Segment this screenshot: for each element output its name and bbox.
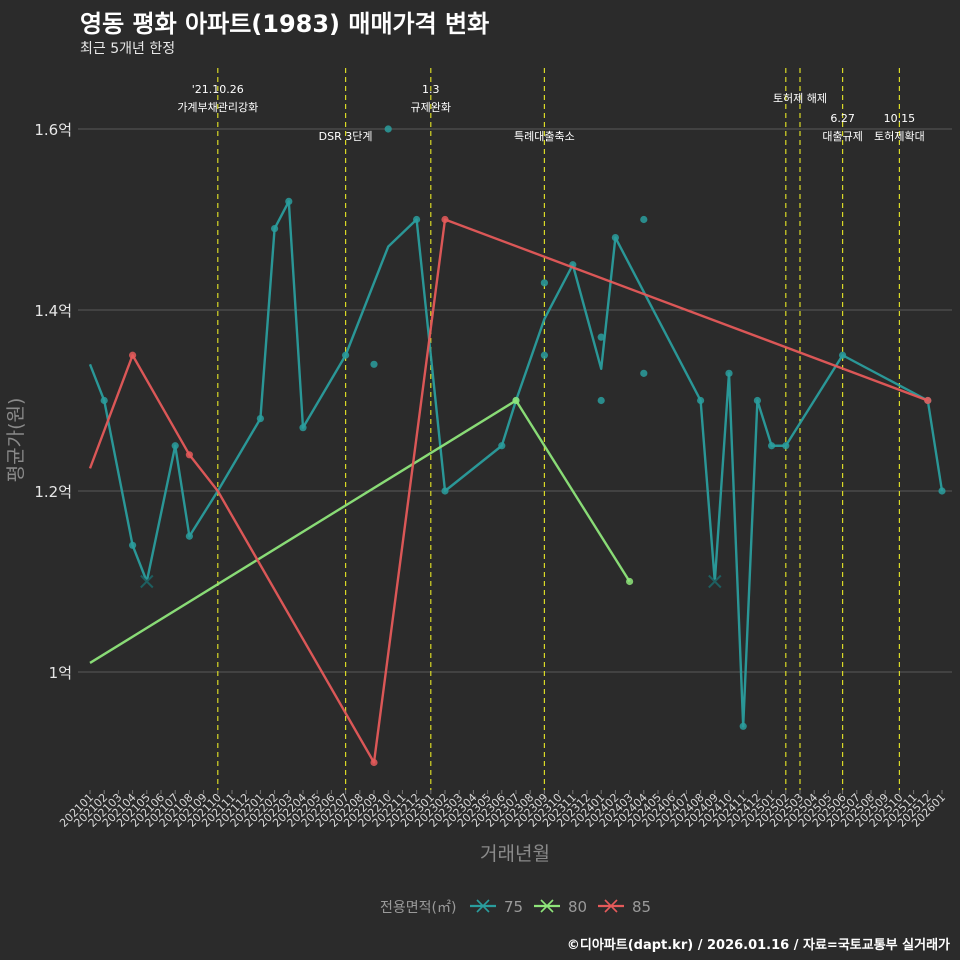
y-tick-label: 1.2억 xyxy=(34,483,72,501)
data-point-75 xyxy=(498,442,506,450)
event-label-text: 토허제 해제 xyxy=(773,91,827,105)
data-point-75 xyxy=(299,424,307,432)
event-label-text: 토허제확대 xyxy=(874,130,925,143)
data-point-75 xyxy=(697,396,705,405)
event-label-text: DSR 3단계 xyxy=(319,130,373,143)
data-point-75 xyxy=(370,360,378,368)
legend-label: 75 xyxy=(504,898,523,916)
event-label-date: 10.15 xyxy=(884,112,916,125)
data-point-80 xyxy=(626,577,634,586)
y-axis-label: 평균가(원) xyxy=(5,398,27,483)
chart-title: 영동 평화 아파트(1983) 매매가격 변화 xyxy=(80,10,490,38)
series-line-75 xyxy=(88,200,944,728)
data-point-75 xyxy=(413,215,421,224)
gridlines xyxy=(78,128,952,673)
legend-label: 85 xyxy=(632,898,651,916)
data-point-75 xyxy=(441,487,449,495)
chart-subtitle: 최근 5개년 한정 xyxy=(80,41,176,57)
event-label-text: 대출규제 xyxy=(822,130,862,143)
data-point-75 xyxy=(384,125,392,133)
event-label-text: 규제완화 xyxy=(411,101,451,114)
data-point-75 xyxy=(611,234,620,242)
data-point-75 xyxy=(540,351,549,359)
data-point-75 xyxy=(753,396,762,405)
data-point-75 xyxy=(725,369,733,377)
data-point-75 xyxy=(100,396,108,405)
cross-point-75 xyxy=(708,574,722,589)
data-point-85 xyxy=(441,215,449,224)
y-tick-label: 1.6억 xyxy=(34,121,72,139)
data-point-85 xyxy=(129,351,137,359)
data-point-80 xyxy=(512,396,520,405)
data-point-75 xyxy=(768,442,776,450)
data-point-75 xyxy=(640,215,648,224)
data-point-75 xyxy=(342,351,350,359)
data-point-75 xyxy=(782,442,790,450)
data-point-75 xyxy=(839,351,847,359)
data-point-75 xyxy=(129,541,137,549)
y-tick-label: 1억 xyxy=(49,664,72,682)
series-line-80 xyxy=(89,399,631,664)
data-point-75 xyxy=(739,722,747,730)
y-tick-label: 1.4억 xyxy=(34,302,72,320)
x-axis-label: 거래년월 xyxy=(480,843,550,865)
y-axis: 1억 1.2억 1.4억 1.6억 xyxy=(34,121,72,682)
data-point-85 xyxy=(924,396,932,405)
event-label-date: '21.10.26 xyxy=(192,83,244,96)
data-point-75 xyxy=(597,333,605,341)
data-point-75 xyxy=(938,487,946,495)
x-axis: 2021012021022021032021042021052021062021… xyxy=(57,790,948,830)
data-point-85 xyxy=(185,451,193,459)
event-label-date: 6.27 xyxy=(830,112,855,125)
legend-swatch-cross xyxy=(540,899,554,913)
data-point-75 xyxy=(185,532,193,540)
data-point-75 xyxy=(171,442,179,450)
cross-point-75 xyxy=(140,574,154,589)
legend-swatch-cross xyxy=(476,899,490,913)
event-label-date: 1.3 xyxy=(422,83,440,96)
data-point-75 xyxy=(597,396,605,405)
legend-swatch-cross xyxy=(604,899,618,913)
data-point-75 xyxy=(271,224,279,233)
data-point-75 xyxy=(540,279,549,287)
data-point-75 xyxy=(256,415,264,423)
data-series xyxy=(88,125,946,767)
legend-label: 80 xyxy=(568,898,587,916)
footer-credit: ©디아파트(dapt.kr) / 2026.01.16 / 자료=국토교통부 실… xyxy=(566,938,950,953)
data-point-75 xyxy=(285,197,293,205)
legend: 전용면적(㎡) 75 80 85 xyxy=(380,898,651,916)
event-label-text: 가계부채관리강화 xyxy=(177,101,258,114)
data-point-75 xyxy=(640,369,648,377)
data-point-85 xyxy=(370,758,378,767)
event-label-text: 특례대출축소 xyxy=(514,130,575,143)
legend-title: 전용면적(㎡) xyxy=(380,900,456,916)
